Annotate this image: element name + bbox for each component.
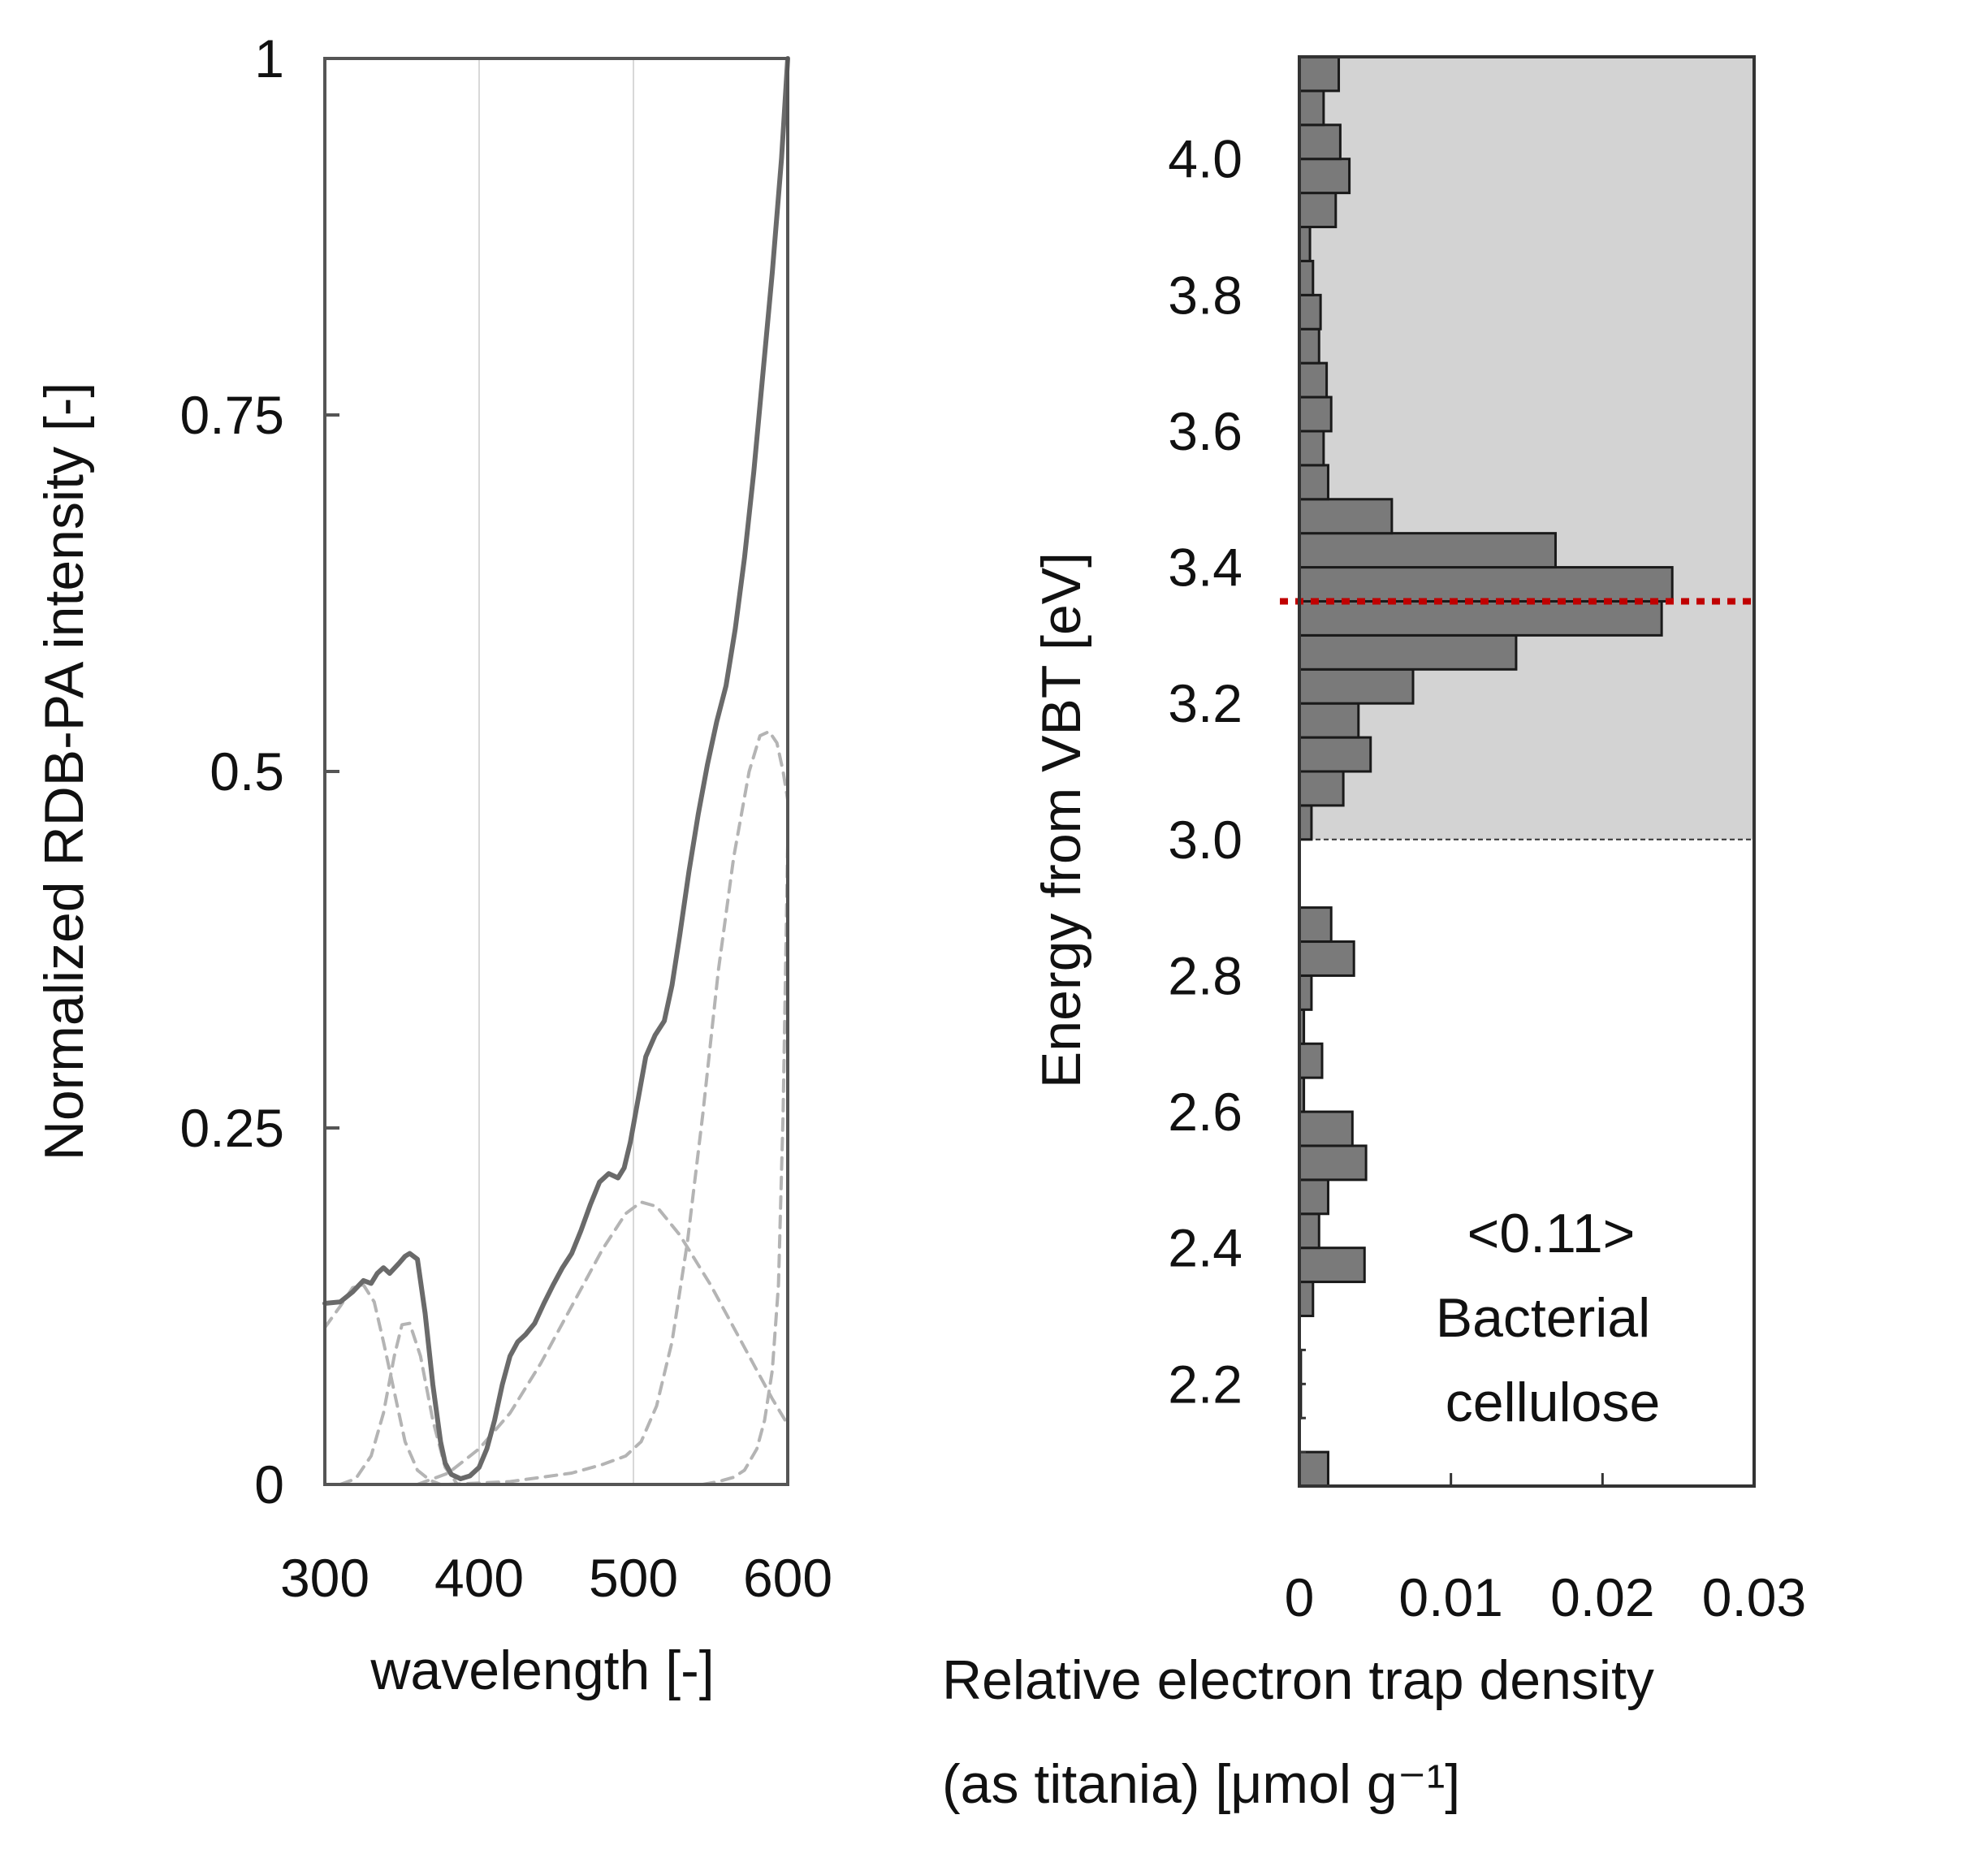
x-tick-label-600: 600 (743, 1548, 832, 1608)
bar-3.575eV (1298, 430, 1325, 467)
bar-2.325eV (1298, 1281, 1315, 1317)
series-component-4 (447, 729, 789, 1486)
energy-tick-label-3.0: 3.0 (1168, 810, 1242, 870)
bar-3.525eV (1298, 464, 1329, 501)
series-component-3 (416, 1200, 789, 1486)
y-tick-label-1: 1 (254, 28, 284, 89)
energy-tick-label-3.2: 3.2 (1168, 673, 1242, 733)
bar-2.775eV (1298, 974, 1313, 1011)
bar-2.575eV (1298, 1110, 1354, 1147)
bar-3.625eV (1298, 395, 1333, 433)
trap-minor-ticks (1299, 1348, 1306, 1454)
bar-3.125eV (1298, 736, 1372, 773)
energy-tick-label-3.6: 3.6 (1168, 401, 1242, 461)
bar-3.275eV (1298, 633, 1518, 671)
bar-3.975eV (1298, 158, 1351, 195)
bar-2.825eV (1298, 940, 1355, 977)
trap-density-bars (1298, 55, 1674, 1488)
energy-tick-label-2.6: 2.6 (1168, 1082, 1242, 1142)
bar-3.025eV (1298, 804, 1313, 841)
bar-4.125eV (1298, 55, 1341, 93)
bar-3.775eV (1298, 293, 1322, 331)
bar-2.425eV (1298, 1212, 1320, 1250)
density-tick-label-0: 0 (1285, 1567, 1315, 1627)
x-tick-label-300: 300 (280, 1548, 370, 1608)
spectrum-y-ticks: 0 0.25 0.5 0.75 1 (180, 28, 339, 1514)
shaded-region-above-3eV (1299, 57, 1754, 840)
density-tick-label-0.02: 0.02 (1550, 1567, 1654, 1627)
density-tick-label-0.03: 0.03 (1702, 1567, 1806, 1627)
y-tick-label-0.75: 0.75 (180, 385, 284, 445)
bar-3.225eV (1298, 668, 1415, 705)
y-tick-label-0: 0 (254, 1454, 284, 1514)
bar-3.175eV (1298, 702, 1360, 739)
x-tick-label-500: 500 (589, 1548, 678, 1608)
density-tick-label-0.01: 0.01 (1398, 1567, 1502, 1627)
bar-2.875eV (1298, 906, 1333, 944)
annotation-sample-name-line2: cellulose (1446, 1372, 1661, 1433)
bar-2.475eV (1298, 1178, 1329, 1216)
energy-tick-label-2.2: 2.2 (1168, 1354, 1242, 1414)
trap-x-axis-title-line1: Relative electron trap density (942, 1649, 1654, 1711)
annotation-sample-index: <0.11> (1467, 1203, 1636, 1264)
y-tick-label-0.25: 0.25 (180, 1098, 284, 1158)
bar-2.675eV (1298, 1042, 1324, 1079)
energy-tick-label-4.0: 4.0 (1168, 129, 1242, 189)
bar-2.525eV (1298, 1144, 1368, 1182)
series-component-5 (701, 840, 789, 1486)
spectrum-x-ticks: 300 400 500 600 (280, 1548, 832, 1608)
y-tick-label-0.5: 0.5 (210, 741, 284, 802)
spectrum-gridlines (478, 58, 634, 1484)
spectrum-chart: 0 0.25 0.5 0.75 1 300 400 500 600 wavelength [-… (33, 28, 832, 1701)
trap-density-chart: 2.2 2.4 2.6 2.8 3.0 3.2 3.4 3.6 3.8 4.0 0 0.01 0.02… (942, 55, 1806, 1815)
trap-y-ticks: 2.2 2.4 2.6 2.8 3.0 3.2 3.4 3.6 3.8 4.0 (1168, 129, 1242, 1415)
bar-3.825eV (1298, 259, 1315, 296)
bar-3.425eV (1298, 532, 1557, 569)
bar-3.075eV (1298, 770, 1345, 807)
spectrum-y-axis-title: Normalized RDB-PA intensity [-] (33, 382, 95, 1161)
bar-3.725eV (1298, 327, 1320, 365)
bar-2.375eV (1298, 1247, 1366, 1284)
trap-plot-frame (1298, 55, 1756, 1488)
energy-tick-label-3.4: 3.4 (1168, 538, 1242, 598)
bar-3.325eV (1298, 599, 1663, 637)
bar-4.075eV (1298, 89, 1325, 127)
trap-x-ticks: 0 0.01 0.02 0.03 (1285, 1473, 1806, 1627)
bar-2.075eV (1298, 1450, 1329, 1488)
bar-3.375eV (1298, 566, 1674, 603)
energy-tick-label-2.4: 2.4 (1168, 1218, 1242, 1278)
annotation-sample-name-line1: Bacterial (1436, 1287, 1651, 1349)
bar-4.025eV (1298, 123, 1342, 161)
x-tick-label-400: 400 (434, 1548, 524, 1608)
spectrum-x-axis-title: wavelength [-] (370, 1640, 714, 1701)
bar-3.675eV (1298, 361, 1329, 399)
series-component-2 (339, 1321, 460, 1486)
bar-3.925eV (1298, 192, 1338, 229)
energy-tick-label-2.8: 2.8 (1168, 945, 1242, 1005)
spectrum-series (322, 56, 790, 1486)
trap-x-axis-title-line2: (as titania) [μmol g⁻¹] (942, 1753, 1460, 1815)
series-rdb-pa-spectrum (322, 56, 790, 1481)
trap-y-axis-title: Energy from VBT [eV] (1031, 552, 1092, 1088)
energy-tick-label-3.8: 3.8 (1168, 265, 1242, 325)
bar-3.475eV (1298, 498, 1394, 535)
